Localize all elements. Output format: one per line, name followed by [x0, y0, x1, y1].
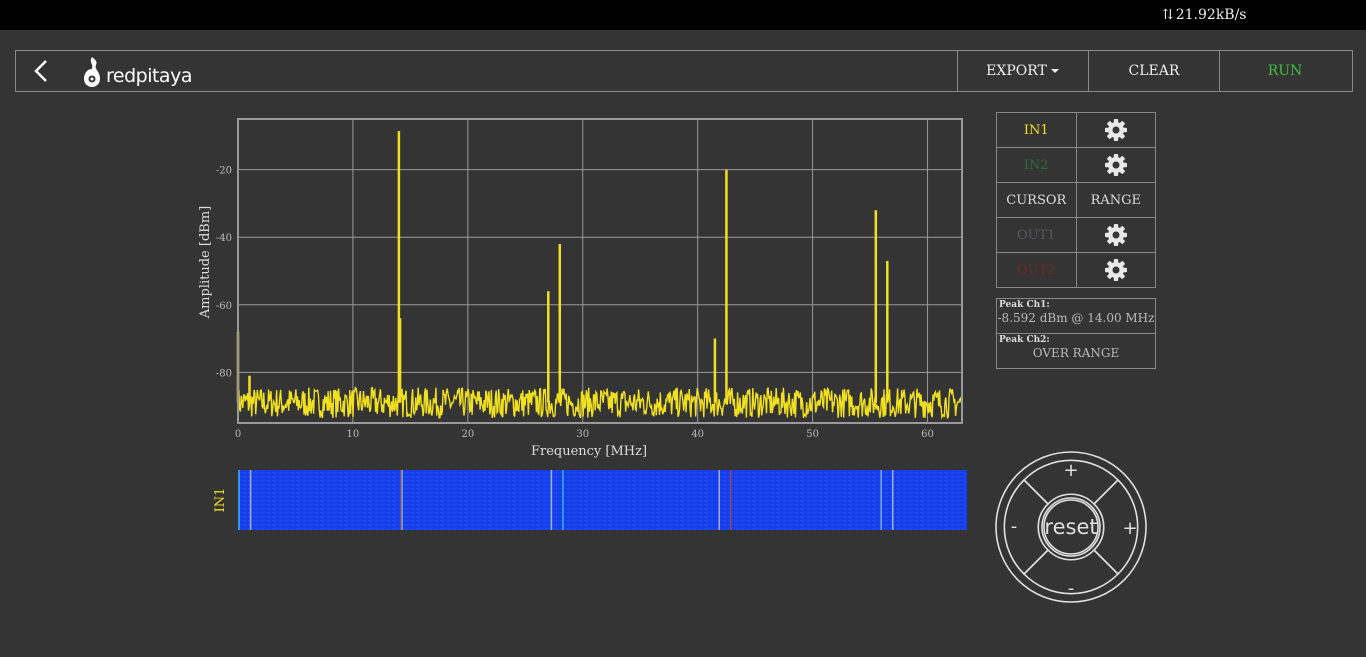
out2-settings-button[interactable] — [1075, 252, 1157, 288]
transfer-arrows-icon: ⇅ — [1162, 7, 1174, 23]
zoom-control-pad: + - - + reset — [995, 451, 1147, 603]
x-tick-label: 50 — [806, 429, 819, 440]
x-tick-label: 10 — [347, 429, 360, 440]
brand-name: redpitaya — [106, 65, 192, 87]
spectrum-trace — [236, 131, 963, 420]
redpitaya-logo: redpitaya — [80, 55, 192, 89]
clear-button[interactable]: CLEAR — [1088, 51, 1219, 91]
channel-in2-button[interactable]: IN2 — [996, 147, 1077, 183]
peak-readout: Peak Ch1: -8.592 dBm @ 14.00 MHz Peak Ch… — [996, 298, 1156, 369]
chevron-left-icon — [34, 60, 47, 82]
x-tick-label: 40 — [691, 429, 704, 440]
chart-grid — [237, 119, 962, 423]
out1-settings-button[interactable] — [1075, 217, 1157, 253]
zoom-up-button[interactable]: + — [1022, 459, 1120, 506]
y-tick-label: -40 — [216, 233, 232, 244]
x-tick-label: 60 — [921, 429, 934, 440]
zoom-down-button[interactable]: - — [1022, 548, 1120, 599]
peak-ch2-label: Peak Ch2: — [999, 335, 1050, 345]
waterfall-display: IN1 — [213, 470, 967, 530]
x-axis-label: Frequency [MHz] — [531, 444, 647, 459]
clear-label: CLEAR — [1128, 63, 1180, 79]
chart-ticks: 0 10 20 30 40 50 60 -20 -40 -60 -80 — [216, 166, 934, 440]
gear-icon — [1104, 259, 1127, 281]
channel-in1-button[interactable]: IN1 — [996, 112, 1077, 148]
zoom-left-label: - — [1011, 516, 1018, 537]
run-label: RUN — [1267, 63, 1303, 79]
gear-icon — [1104, 119, 1127, 141]
peak-ch1-label: Peak Ch1: — [999, 300, 1050, 310]
y-tick-label: -60 — [216, 301, 232, 312]
waterfall-channel-label: IN1 — [213, 488, 228, 513]
in1-settings-button[interactable] — [1075, 112, 1157, 148]
channel-panel: IN1 IN2 CURSOR RANGE OUT1 OUT2 — [996, 112, 1157, 288]
cursor-button[interactable]: CURSOR — [996, 182, 1077, 218]
range-button[interactable]: RANGE — [1075, 182, 1157, 218]
x-tick-label: 0 — [235, 429, 241, 440]
back-button[interactable] — [24, 55, 54, 87]
run-button[interactable]: RUN — [1219, 51, 1350, 91]
noise-floor-line — [237, 386, 963, 420]
plot-frame — [237, 118, 963, 424]
export-dropdown-button[interactable]: EXPORT — [957, 51, 1088, 91]
y-tick-label: -80 — [216, 368, 232, 379]
in2-settings-button[interactable] — [1075, 147, 1157, 183]
caret-down-icon — [1050, 69, 1059, 73]
zoom-right-button[interactable]: + — [1092, 478, 1139, 576]
zoom-down-label: - — [1068, 578, 1075, 599]
flame-logo-icon — [84, 57, 100, 87]
peak-ch1-row: Peak Ch1: -8.592 dBm @ 14.00 MHz — [997, 299, 1155, 333]
gear-icon — [1104, 224, 1127, 246]
waterfall-area — [238, 470, 967, 530]
export-label: EXPORT — [986, 63, 1047, 79]
peak-ch2-row: Peak Ch2: OVER RANGE — [997, 333, 1155, 368]
waterfall-peaks — [238, 470, 894, 530]
network-speed: ⇅ 21.92kB/s — [1162, 7, 1247, 23]
status-bar: ⇅ 21.92kB/s — [0, 0, 1366, 30]
zoom-left-button[interactable]: - — [1003, 478, 1050, 576]
gear-icon — [1104, 154, 1127, 176]
peak-ch1-value: -8.592 dBm @ 14.00 MHz — [997, 311, 1155, 325]
peak-ch2-value: OVER RANGE — [1032, 346, 1120, 360]
zoom-right-label: + — [1122, 518, 1137, 539]
channel-out1-button[interactable]: OUT1 — [996, 217, 1077, 253]
y-axis-label: Amplitude [dBm] — [198, 206, 213, 319]
x-tick-label: 30 — [576, 429, 589, 440]
reset-label: reset — [1044, 515, 1097, 539]
x-tick-label: 20 — [461, 429, 474, 440]
network-speed-value: 21.92kB/s — [1175, 7, 1247, 23]
y-tick-label: -20 — [216, 166, 232, 177]
reset-button[interactable]: reset — [1043, 499, 1099, 555]
navigation-bar: redpitaya EXPORT CLEAR RUN — [15, 50, 1353, 92]
zoom-up-label: + — [1063, 460, 1078, 481]
channel-out2-button[interactable]: OUT2 — [996, 252, 1077, 288]
spectrum-chart[interactable]: 0 10 20 30 40 50 60 -20 -40 -60 -80 Frequency [MHz… — [190, 110, 980, 465]
